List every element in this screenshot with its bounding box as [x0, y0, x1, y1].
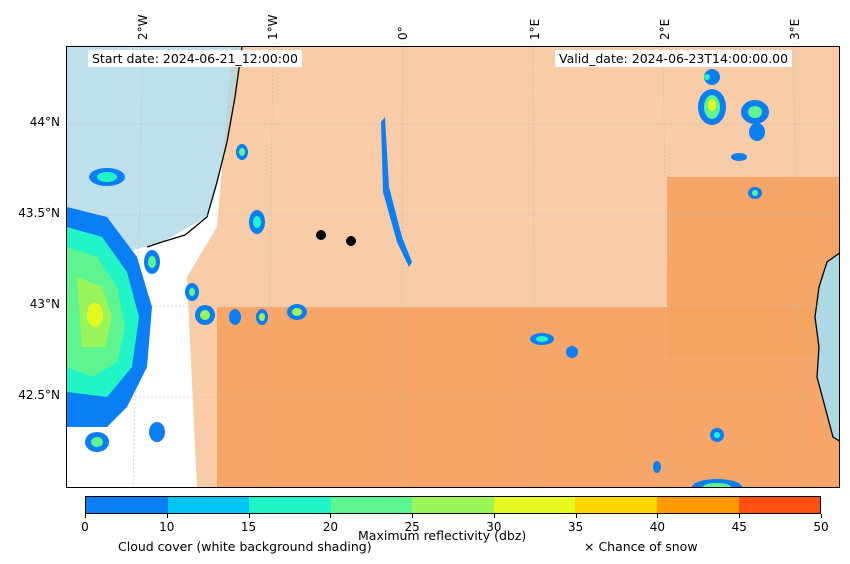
reflectivity-map	[67, 47, 839, 487]
reflectivity-colorbar	[85, 496, 821, 514]
colorbar-tick-label: 30	[486, 520, 502, 534]
reflectivity-cells-west	[67, 144, 307, 452]
colorbar-tickmark	[657, 514, 659, 518]
colorbar-tick-label: 45	[731, 520, 747, 534]
sea-east	[815, 253, 839, 441]
colorbar-segment	[86, 497, 168, 513]
lat-tick-label: 43.5°N	[18, 206, 60, 220]
colorbar-tick-label: 35	[568, 520, 584, 534]
colorbar-tick-label: 50	[813, 520, 829, 534]
colorbar-tickmark	[248, 514, 250, 518]
coastline-east	[814, 252, 839, 442]
colorbar-tick-label: 20	[322, 520, 338, 534]
lon-tick-label: 3°E	[788, 18, 802, 40]
reflectivity-cells-east	[530, 69, 769, 487]
lon-tick-label: 0°	[396, 26, 410, 40]
colorbar-segment	[575, 497, 657, 513]
colorbar-tick-label: 10	[159, 520, 175, 534]
colorbar-tick-label: 15	[240, 520, 257, 534]
colorbar-tickmark	[166, 514, 168, 518]
colorbar-segment	[330, 497, 413, 513]
snow-chance-note: × Chance of snow	[584, 539, 698, 554]
colorbar-tick-label: 25	[404, 520, 420, 534]
colorbar-tickmark	[821, 514, 822, 518]
lat-tick-label: 44°N	[29, 115, 60, 129]
colorbar-segment	[493, 497, 576, 513]
colorbar-tickmark	[330, 514, 332, 518]
reflectivity-band	[381, 117, 412, 267]
lon-tick-label: 2°W	[136, 14, 150, 41]
cloud-cover-note: Cloud cover (white background shading)	[118, 539, 372, 554]
colorbar-tickmark	[739, 514, 741, 518]
lon-tick-label: 2°E	[658, 18, 672, 40]
start-date-label: Start date: 2024-06-21_12:00:00	[88, 50, 302, 67]
dense-cloud-east	[667, 177, 839, 357]
coastline-west	[146, 47, 243, 248]
colorbar-segment	[656, 497, 739, 513]
colorbar-tickmark	[412, 514, 414, 518]
colorbar-tick-label: 40	[649, 520, 666, 534]
lat-tick-label: 43°N	[29, 297, 60, 311]
colorbar-segment	[249, 497, 331, 513]
valid-date-label: Valid_date: 2024-06-23T14:00:00.00	[555, 50, 793, 67]
location-marker	[346, 236, 356, 246]
colorbar-title: Maximum reflectivity (dbz)	[358, 528, 527, 543]
colorbar-tickmark	[575, 514, 577, 518]
lat-tick-label: 42.5°N	[18, 388, 60, 402]
colorbar-tickmark	[493, 514, 495, 518]
sea-west	[67, 47, 242, 252]
colorbar-segment	[412, 497, 494, 513]
colorbar-tick-label: 0	[81, 520, 89, 534]
lon-tick-label: 1°E	[528, 18, 542, 40]
lon-tick-label: 1°W	[266, 14, 280, 41]
colorbar-tickmark	[85, 514, 86, 518]
map-panel	[66, 46, 840, 488]
location-marker	[316, 230, 326, 240]
colorbar-segment	[167, 497, 250, 513]
colorbar-segment	[738, 497, 821, 513]
